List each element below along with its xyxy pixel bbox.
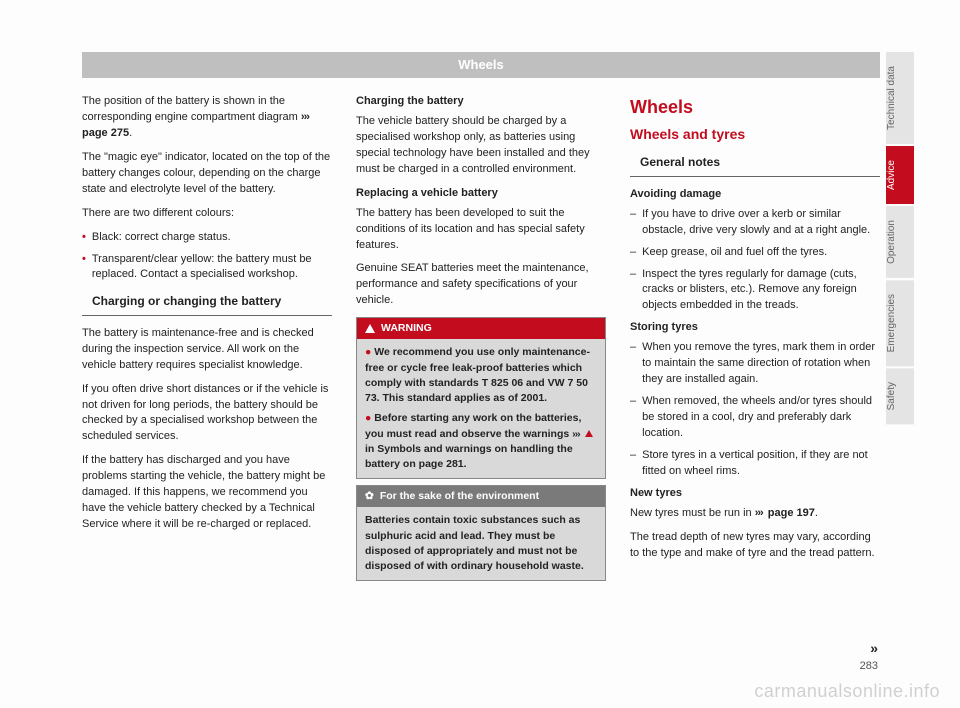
c1-p4: The battery is maintenance-free and is c… bbox=[82, 326, 332, 374]
environment-text: Batteries contain toxic substances such … bbox=[365, 513, 597, 574]
environment-label: For the sake of the environment bbox=[380, 489, 539, 504]
section-rule bbox=[82, 315, 332, 316]
environment-header: For the sake of the environment bbox=[357, 486, 605, 507]
dash-icon bbox=[630, 207, 636, 239]
column-3: Wheels Wheels and tyres General notes Av… bbox=[630, 94, 880, 581]
text: . bbox=[815, 507, 818, 519]
text: We recommend you use only maintenance-fr… bbox=[365, 346, 590, 404]
c1-p2: The "magic eye" indicator, located on th… bbox=[82, 150, 332, 198]
section-title: Charging or changing the battery bbox=[92, 293, 332, 310]
side-tab-strip: Technical data Advice Operation Emergenc… bbox=[886, 52, 914, 427]
dash-text: Keep grease, oil and fuel off the tyres. bbox=[642, 245, 827, 261]
c3-h1: Avoiding damage bbox=[630, 187, 880, 203]
dash-text: Store tyres in a vertical position, if t… bbox=[642, 448, 880, 480]
dash-text: When you remove the tyres, mark them in … bbox=[642, 340, 880, 388]
column-1: The position of the battery is shown in … bbox=[82, 94, 332, 581]
c2-p2: The battery has been developed to suit t… bbox=[356, 206, 606, 254]
dash-icon bbox=[630, 267, 636, 315]
tab-technical-data[interactable]: Technical data bbox=[886, 52, 914, 144]
c1-p6: If the battery has discharged and you ha… bbox=[82, 453, 332, 533]
text: New tyres must be run in bbox=[630, 507, 755, 519]
cross-ref-icon bbox=[572, 428, 582, 440]
text: . bbox=[129, 127, 132, 139]
dash-icon bbox=[630, 340, 636, 388]
column-2: Charging the battery The vehicle battery… bbox=[356, 94, 606, 581]
dash-text: Inspect the tyres regularly for damage (… bbox=[642, 267, 880, 315]
c2-p3: Genuine SEAT batteries meet the maintena… bbox=[356, 261, 606, 309]
tab-emergencies[interactable]: Emergencies bbox=[886, 280, 914, 366]
c3-h2: Storing tyres bbox=[630, 320, 880, 336]
text: in Symbols and warnings on handling the … bbox=[365, 443, 573, 470]
c3-new-tyres: New tyres must be run in page 197. bbox=[630, 506, 880, 522]
dash-item: When you remove the tyres, mark them in … bbox=[630, 340, 880, 388]
bullet-item: Black: correct charge status. bbox=[82, 230, 332, 246]
tab-safety[interactable]: Safety bbox=[886, 368, 914, 424]
environment-callout: For the sake of the environment Batterie… bbox=[356, 485, 606, 581]
bullet-dot-icon bbox=[82, 252, 86, 284]
dash-icon bbox=[630, 394, 636, 442]
page-number: 283 bbox=[860, 660, 878, 672]
page-ref-text: page 197 bbox=[768, 507, 815, 519]
dash-icon bbox=[630, 448, 636, 480]
c3-last: The tread depth of new tyres may vary, a… bbox=[630, 530, 880, 562]
bullet-text: Transparent/clear yellow: the battery mu… bbox=[92, 252, 332, 284]
manual-page: Wheels The position of the battery is sh… bbox=[0, 0, 960, 708]
watermark: carmanualsonline.info bbox=[754, 681, 940, 702]
bullet-dot-icon bbox=[82, 230, 86, 246]
page-header: Wheels bbox=[82, 52, 880, 78]
warning-body: ● We recommend you use only maintenance-… bbox=[357, 339, 605, 478]
flower-icon bbox=[365, 489, 374, 504]
bullet-text: Black: correct charge status. bbox=[92, 230, 231, 246]
page-header-title: Wheels bbox=[458, 57, 504, 72]
c1-p3: There are two different colours: bbox=[82, 206, 332, 222]
environment-body: Batteries contain toxic substances such … bbox=[357, 507, 605, 580]
warning-triangle-icon bbox=[365, 324, 375, 333]
c3-h3: New tyres bbox=[630, 486, 880, 502]
warning-item: ● Before starting any work on the batter… bbox=[365, 411, 597, 472]
dash-item: If you have to drive over a kerb or simi… bbox=[630, 207, 880, 239]
c2-h2: Replacing a vehicle battery bbox=[356, 186, 606, 202]
dash-text: If you have to drive over a kerb or simi… bbox=[642, 207, 880, 239]
tab-operation[interactable]: Operation bbox=[886, 206, 914, 278]
page-ref bbox=[755, 507, 768, 519]
bullet-item: Transparent/clear yellow: the battery mu… bbox=[82, 252, 332, 284]
warning-label: WARNING bbox=[381, 321, 432, 336]
dash-item: Inspect the tyres regularly for damage (… bbox=[630, 267, 880, 315]
section-title: General notes bbox=[640, 154, 880, 171]
text: The position of the battery is shown in … bbox=[82, 95, 301, 123]
section-rule bbox=[630, 176, 880, 177]
c2-h1: Charging the battery bbox=[356, 94, 606, 110]
c1-p5: If you often drive short distances or if… bbox=[82, 382, 332, 446]
page-ref-text: page 275 bbox=[82, 127, 129, 139]
dash-item: Keep grease, oil and fuel off the tyres. bbox=[630, 245, 880, 261]
warning-item: ● We recommend you use only maintenance-… bbox=[365, 345, 597, 406]
warning-callout: WARNING ● We recommend you use only main… bbox=[356, 317, 606, 479]
warning-header: WARNING bbox=[357, 318, 605, 339]
chapter-title: Wheels bbox=[630, 94, 880, 120]
dash-item: When removed, the wheels and/or tyres sh… bbox=[630, 394, 880, 442]
content-columns: The position of the battery is shown in … bbox=[82, 94, 880, 581]
dash-item: Store tyres in a vertical position, if t… bbox=[630, 448, 880, 480]
continued-marker: » bbox=[870, 640, 878, 656]
c2-p1: The vehicle battery should be charged by… bbox=[356, 114, 606, 178]
page-ref bbox=[301, 111, 311, 123]
tab-advice[interactable]: Advice bbox=[886, 146, 914, 204]
dash-text: When removed, the wheels and/or tyres sh… bbox=[642, 394, 880, 442]
dash-icon bbox=[630, 245, 636, 261]
warning-triangle-icon bbox=[585, 430, 593, 437]
c1-p1: The position of the battery is shown in … bbox=[82, 94, 332, 142]
text: Before starting any work on the batterie… bbox=[365, 412, 581, 439]
chapter-subtitle: Wheels and tyres bbox=[630, 124, 880, 144]
